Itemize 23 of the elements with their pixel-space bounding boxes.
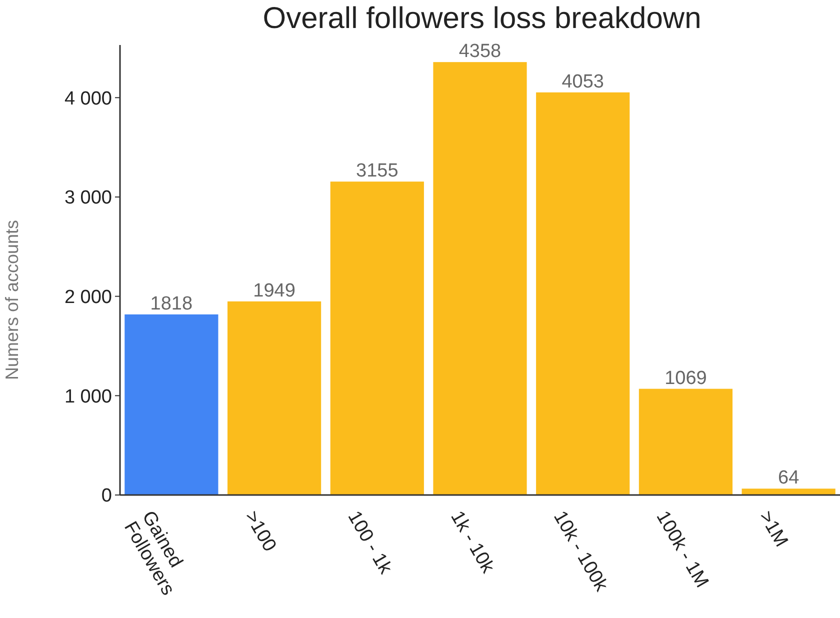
y-tick-label: 3 000 <box>64 188 112 209</box>
bar <box>742 488 836 495</box>
x-tick-label: 100 - 1k <box>343 508 396 578</box>
data-label: 3155 <box>356 160 398 182</box>
data-label: 4358 <box>458 41 502 62</box>
bar <box>330 182 424 495</box>
y-tick-label: 0 <box>101 486 112 507</box>
y-tick-label: 4 000 <box>64 88 112 110</box>
bar <box>536 92 630 495</box>
bar <box>433 62 527 495</box>
data-label: 1818 <box>150 293 193 314</box>
data-label: 64 <box>778 468 800 489</box>
bar <box>124 314 218 495</box>
bar <box>227 301 322 495</box>
data-label: 1949 <box>253 280 296 302</box>
y-tick-label: 2 000 <box>64 286 112 308</box>
data-label: 4053 <box>562 71 604 92</box>
y-tick-label: 1 000 <box>64 386 112 408</box>
y-axis-title: Numers of accounts <box>2 220 22 380</box>
chart-title: Overall followers loss breakdown <box>262 2 702 35</box>
x-tick-label: 1k - 10k <box>446 508 498 578</box>
bar <box>638 388 733 495</box>
data-label: 1069 <box>664 368 707 389</box>
